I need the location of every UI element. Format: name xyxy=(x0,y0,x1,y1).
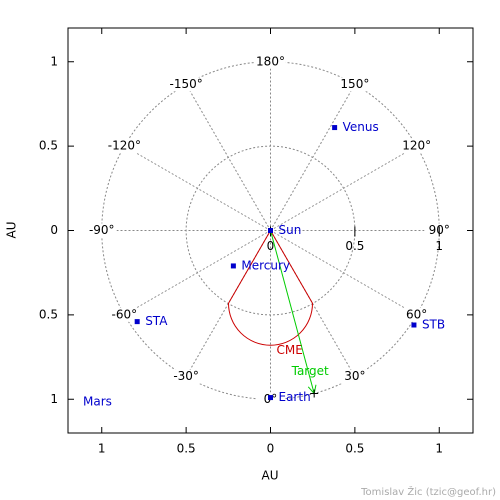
angle-label-bg xyxy=(171,77,202,92)
angle-label: 30° xyxy=(344,369,365,383)
angle-label-bg xyxy=(339,369,370,384)
body-label: Sun xyxy=(279,223,302,237)
angle-label-bg xyxy=(171,369,202,384)
body-marker xyxy=(332,125,338,131)
angle-label-bg xyxy=(109,139,140,154)
x-tick-label: 0.5 xyxy=(345,442,364,456)
target-line xyxy=(270,230,315,394)
angle-label-bg xyxy=(339,77,370,92)
angle-label-bg xyxy=(109,307,140,322)
angle-label-bg xyxy=(255,54,286,69)
body-marker xyxy=(230,263,236,269)
angle-label-bg xyxy=(401,307,432,322)
y-tick-label: 1 xyxy=(50,392,58,406)
body-label: Venus xyxy=(343,120,379,134)
body-marker xyxy=(134,319,140,325)
target-cross xyxy=(310,389,319,398)
radial-tick-label: 1 xyxy=(435,239,443,253)
mars-label: Mars xyxy=(83,395,112,409)
angle-label: 60° xyxy=(406,307,427,321)
angle-label: -150° xyxy=(170,77,203,91)
angle-label: 180° xyxy=(256,54,285,68)
cme-cone xyxy=(227,229,314,346)
angle-label: 120° xyxy=(402,139,431,153)
body-label: STA xyxy=(145,314,168,328)
body-marker xyxy=(411,322,417,328)
angle-label: -90° xyxy=(89,223,115,237)
radial-line xyxy=(270,230,417,316)
angle-label: -120° xyxy=(108,139,141,153)
y-tick-label: 0.5 xyxy=(39,139,58,153)
body-label: STB xyxy=(422,318,445,332)
x-tick-label: 1 xyxy=(98,442,106,456)
y-tick-label: 0.5 xyxy=(39,307,58,321)
angle-label: 150° xyxy=(340,77,369,91)
body-marker xyxy=(268,395,273,401)
radial-line xyxy=(270,145,417,231)
x-axis-label: AU xyxy=(262,469,279,483)
body-marker xyxy=(268,228,273,233)
angle-label: -60° xyxy=(112,307,138,321)
y-tick-label: 1 xyxy=(50,54,58,68)
target-label: Target xyxy=(291,364,329,378)
x-tick-label: 1 xyxy=(435,442,443,456)
radial-line xyxy=(124,145,271,231)
radial-tick-label: 0 xyxy=(267,239,275,253)
y-tick-label: 0 xyxy=(50,223,58,237)
angle-label-bg xyxy=(401,139,432,154)
body-label: Mercury xyxy=(241,258,290,272)
angle-label: -30° xyxy=(173,369,199,383)
x-tick-label: 0 xyxy=(267,442,275,456)
credit: Tomislav Žic (tzic@geof.hr) xyxy=(360,485,496,498)
radial-tick-label: 0.5 xyxy=(345,239,364,253)
radial-line xyxy=(185,84,271,231)
body-label: Earth xyxy=(279,390,311,404)
angle-label-bg xyxy=(86,223,117,238)
cme-label: CME xyxy=(277,343,303,357)
radial-line xyxy=(124,230,271,316)
radial-line xyxy=(270,84,356,231)
x-tick-label: 0.5 xyxy=(177,442,196,456)
y-axis-label: AU xyxy=(5,222,19,239)
